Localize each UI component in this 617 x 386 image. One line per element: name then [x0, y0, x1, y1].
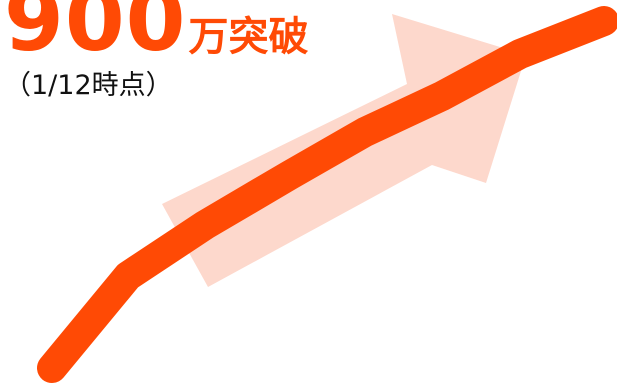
milestone-number: 900 [4, 0, 187, 71]
milestone-suffix: 万突破 [188, 14, 309, 60]
as-of-date-note: （1/12時点） [4, 70, 173, 101]
growth-trend-line [37, 6, 617, 383]
milestone-headline: 900万突破 [4, 0, 309, 64]
